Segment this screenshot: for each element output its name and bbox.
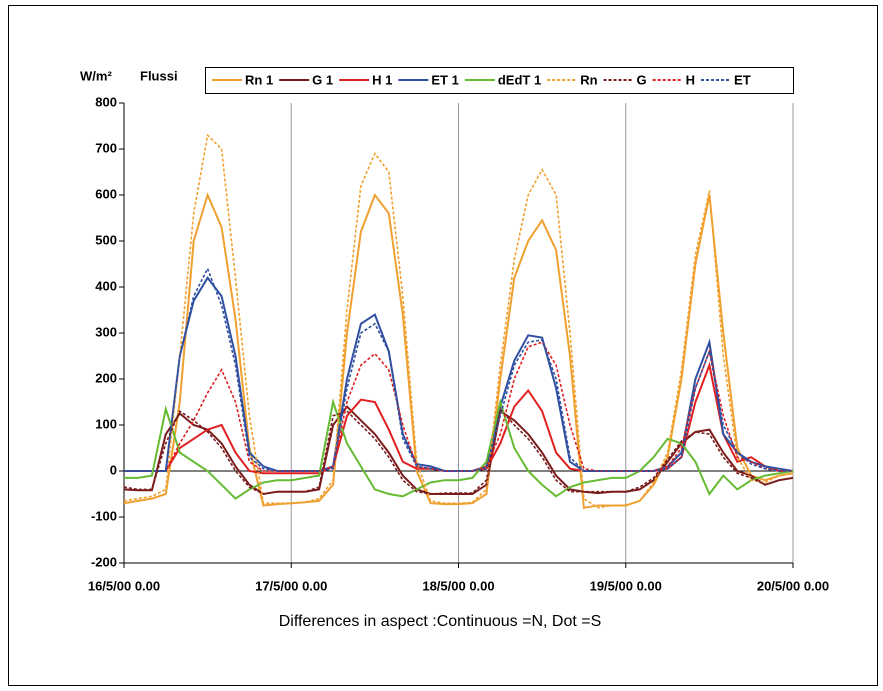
legend-label: dEdT 1 bbox=[498, 72, 541, 87]
y-tick-label: 400 bbox=[95, 278, 117, 293]
legend-label: G bbox=[637, 72, 647, 87]
chart-title: Flussi bbox=[140, 68, 178, 83]
series-line bbox=[123, 407, 794, 495]
y-tick-label: -200 bbox=[91, 554, 117, 569]
series-line bbox=[124, 276, 794, 472]
y-tick-label: 700 bbox=[95, 140, 117, 155]
x-axis-label: Differences in aspect :Continuous =N, Do… bbox=[279, 613, 602, 630]
x-tick-label: 18/5/00 0.00 bbox=[422, 578, 494, 593]
legend-label: H 1 bbox=[372, 72, 392, 87]
legend-label: Rn bbox=[580, 72, 597, 87]
legend-label: H bbox=[686, 72, 695, 87]
y-tick-label: 500 bbox=[95, 232, 117, 247]
series-line bbox=[124, 266, 793, 472]
y-tick-label: 800 bbox=[95, 94, 117, 109]
series-line bbox=[124, 341, 793, 472]
x-tick-label: 20/5/00 0.00 bbox=[757, 578, 829, 593]
y-axis-label: W/m² bbox=[80, 68, 112, 83]
y-tick-label: 300 bbox=[95, 324, 117, 339]
y-tick-label: 200 bbox=[95, 370, 117, 385]
series-line bbox=[124, 398, 794, 500]
x-tick-label: 17/5/00 0.00 bbox=[255, 578, 327, 593]
series-line bbox=[123, 133, 794, 509]
x-tick-label: 19/5/00 0.00 bbox=[590, 578, 662, 593]
series-line bbox=[123, 192, 794, 509]
legend-label: ET bbox=[734, 72, 751, 87]
y-tick-label: 600 bbox=[95, 186, 117, 201]
x-tick-label: 16/5/00 0.00 bbox=[88, 578, 160, 593]
y-tick-label: 100 bbox=[95, 416, 117, 431]
legend-label: ET 1 bbox=[431, 72, 458, 87]
legend-label: Rn 1 bbox=[245, 72, 273, 87]
legend-label: G 1 bbox=[312, 72, 333, 87]
y-tick-label: -100 bbox=[91, 508, 117, 523]
y-tick-label: 0 bbox=[110, 462, 117, 477]
frame bbox=[8, 5, 878, 686]
